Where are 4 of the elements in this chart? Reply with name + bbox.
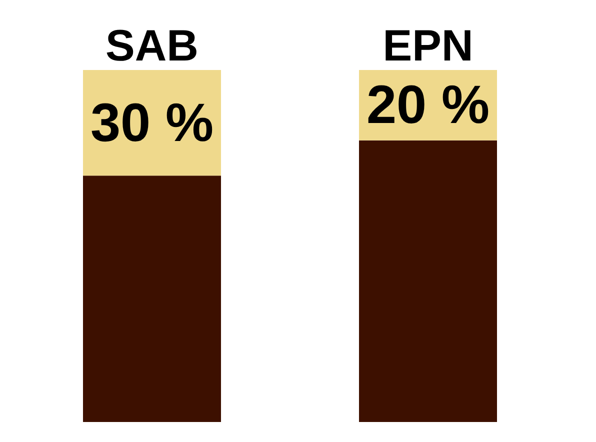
x-tick-label: SAB [106, 22, 198, 70]
data-label: 20 % [366, 75, 490, 136]
x-tick-label: EPN [382, 22, 474, 70]
data-label: 30 % [90, 92, 214, 153]
